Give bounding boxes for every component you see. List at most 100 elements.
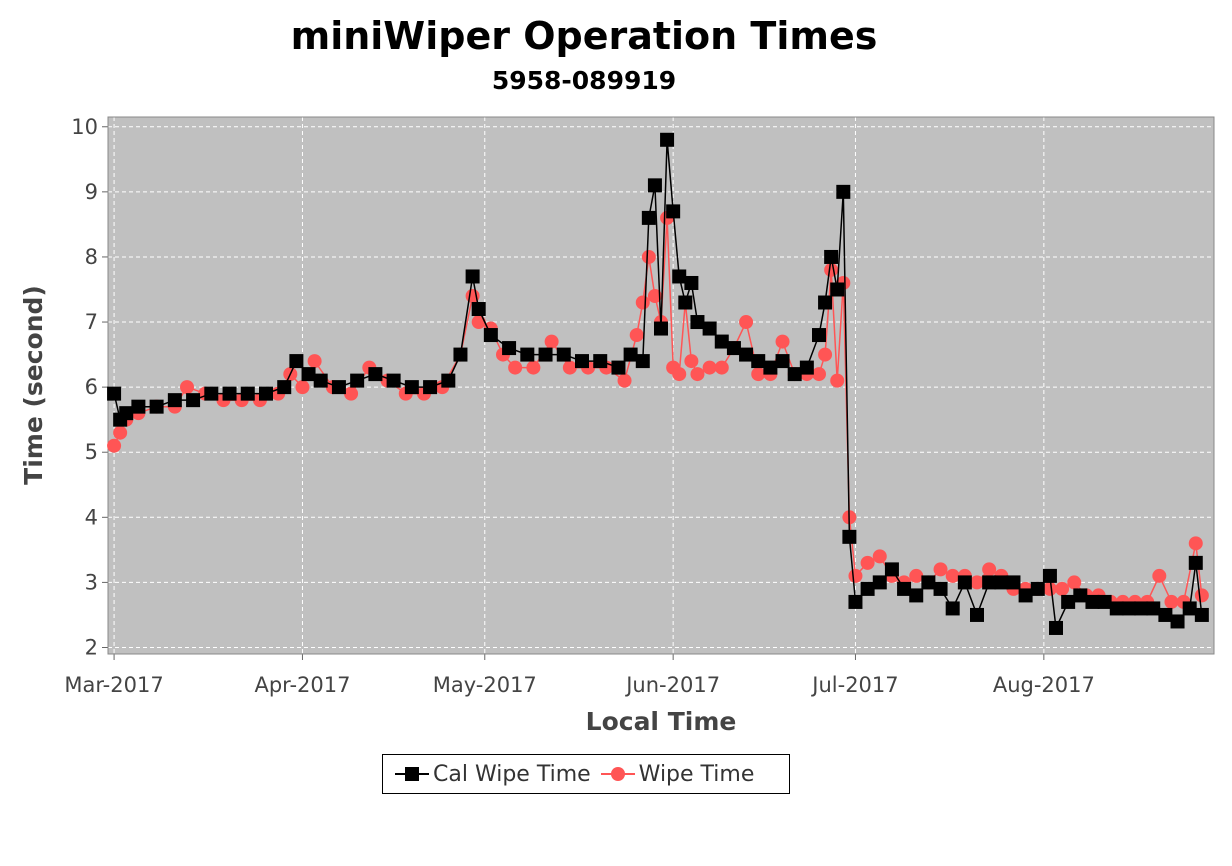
data-point (1042, 568, 1057, 583)
data-point (1097, 594, 1112, 609)
data-point (848, 594, 863, 609)
legend: Cal Wipe Time Wipe Time (382, 754, 790, 794)
data-point (684, 354, 699, 369)
data-point (131, 399, 146, 414)
data-point (635, 295, 650, 310)
data-point (860, 555, 875, 570)
data-point (860, 581, 875, 596)
data-point (471, 302, 486, 317)
data-point (186, 393, 201, 408)
data-point (465, 269, 480, 284)
data-point (702, 321, 717, 336)
data-point (1188, 536, 1203, 551)
chart-title: miniWiper Operation Times (290, 14, 878, 58)
data-point (726, 341, 741, 356)
data-point (739, 347, 754, 362)
data-point (842, 529, 857, 544)
data-point (404, 380, 419, 395)
data-point (575, 354, 589, 369)
data-point (739, 315, 754, 330)
data-point (520, 347, 535, 362)
data-point (775, 354, 790, 369)
data-point (544, 334, 559, 349)
legend-label-wipe-time: Wipe Time (638, 761, 755, 787)
data-point (508, 360, 523, 375)
data-point (617, 373, 632, 388)
y-tick-label: 3 (85, 570, 98, 594)
data-point (751, 367, 766, 382)
data-point (1121, 601, 1136, 616)
data-point (119, 406, 134, 421)
data-point (872, 575, 887, 590)
data-point (1194, 607, 1209, 622)
data-point (301, 367, 316, 382)
data-point (818, 347, 833, 362)
x-tick-label: Jun-2017 (624, 673, 720, 697)
data-point (423, 380, 438, 395)
data-point (714, 360, 729, 375)
data-point (368, 367, 383, 382)
data-point (945, 568, 960, 583)
data-point (812, 367, 826, 382)
data-point (824, 249, 839, 264)
x-axis-title: Local Time (586, 707, 737, 736)
data-point (107, 386, 122, 401)
data-point (678, 295, 693, 310)
data-point (1146, 601, 1161, 616)
data-point (660, 132, 675, 147)
y-tick-label: 10 (71, 115, 98, 139)
data-point (830, 373, 845, 388)
data-point (1085, 594, 1100, 609)
data-point (684, 275, 699, 290)
chart-subtitle: 5958-089919 (491, 66, 677, 95)
data-point (1055, 581, 1070, 596)
data-point (957, 575, 972, 590)
data-point (611, 360, 626, 375)
data-point (344, 386, 359, 401)
x-tick-label: Mar-2017 (64, 673, 163, 697)
data-point (1164, 594, 1179, 609)
square-marker-icon (395, 767, 429, 781)
data-point (994, 575, 1009, 590)
data-point (672, 269, 687, 284)
data-point (775, 334, 790, 349)
data-point (933, 562, 948, 577)
data-point (945, 601, 960, 616)
data-point (824, 262, 839, 277)
data-point (386, 373, 401, 388)
axes: 2 3 4 5 6 7 8 9 10 Mar-2017 Apr-2017 May-2017 Jun-20… (64, 115, 1215, 697)
data-point (204, 386, 219, 401)
data-point (1158, 607, 1173, 622)
data-point (1073, 588, 1088, 603)
data-point (672, 367, 687, 382)
x-tick-label: Jul-2017 (810, 673, 898, 697)
data-point (872, 549, 887, 564)
data-point (1194, 588, 1209, 603)
data-point (641, 210, 656, 225)
y-tick-label: 2 (85, 635, 98, 659)
data-point (107, 438, 122, 453)
data-point (830, 282, 845, 297)
y-tick-label: 4 (85, 505, 98, 529)
data-point (623, 347, 638, 362)
data-point (307, 354, 322, 369)
data-point (884, 562, 899, 577)
data-point (751, 354, 766, 369)
legend-item-cal-wipe-time: Cal Wipe Time (395, 762, 591, 787)
y-tick-label: 9 (85, 180, 98, 204)
data-point (331, 380, 346, 395)
data-point (982, 575, 997, 590)
data-point (1006, 575, 1021, 590)
data-point (538, 347, 553, 362)
y-tick-label: 6 (85, 375, 98, 399)
data-point (556, 347, 571, 362)
series-layer (107, 132, 1209, 635)
x-tick-label: Aug-2017 (993, 673, 1095, 697)
data-point (690, 367, 705, 382)
data-point (1188, 555, 1203, 570)
data-point (702, 360, 717, 375)
data-point (921, 575, 936, 590)
data-point (113, 425, 128, 440)
data-point (970, 607, 984, 622)
data-point (313, 373, 328, 388)
